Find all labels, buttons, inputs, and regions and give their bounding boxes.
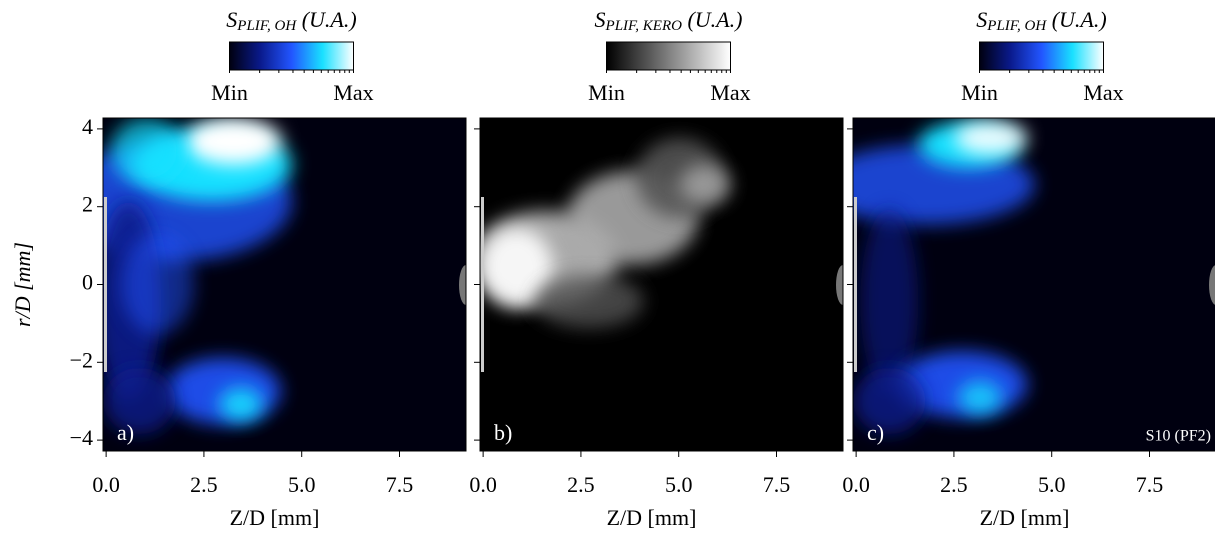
injector [481,197,484,372]
annotation: S10 (PF2) [1146,428,1211,445]
signal-region [219,387,263,422]
symbol: S [226,7,237,32]
colorbar-min: Min [961,80,998,105]
colorbar-title: SPLIF, OH (U.A.) [226,7,356,34]
colorbar-max: Max [710,80,750,105]
signal-region [164,357,281,425]
signal-region [110,118,183,185]
x-tick-label: 7.5 [386,472,414,497]
window-edge [836,265,843,305]
x-tick-label: 0.0 [842,472,870,497]
colorbar [606,41,731,71]
signal-region [853,367,926,435]
x-tick-label: 7.5 [763,472,791,497]
x-axis-label: Z/D [mm] [980,505,1070,530]
unit: (U.A.) [687,7,742,32]
window-edge [1209,265,1215,305]
symbol: S [595,7,606,32]
panel-label: c) [867,420,884,445]
subscript: PLIF, KERO [605,18,683,34]
injector [854,197,857,372]
signal-region [679,164,731,205]
unit: (U.A.) [1052,7,1107,32]
signal-region [121,234,194,335]
signal-region [958,381,1002,415]
unit: (U.A.) [302,7,357,32]
x-axis-label: Z/D [mm] [230,505,320,530]
panel-label: a) [117,420,134,445]
x-tick-label: 2.5 [190,472,218,497]
x-tick-label: 7.5 [1136,472,1164,497]
image [103,118,466,451]
colorbar-title: SPLIF, KERO (U.A.) [595,7,743,34]
panel-label: b) [494,420,512,445]
y-tick-label: 2 [82,192,93,217]
signal-region [860,207,919,395]
x-tick-label: 0.0 [92,472,120,497]
signal-region [534,274,644,328]
signal-region [103,367,176,435]
colorbar-max: Max [333,80,373,105]
colorbar-min: Min [588,80,625,105]
injector [104,197,107,372]
y-tick-label: 4 [82,114,93,139]
colorbar [979,41,1104,71]
x-tick-label: 5.0 [288,472,316,497]
signal-region [480,227,553,308]
panel: 0.0 2.5 5.0 7.5 Z/D [mm] c) S10 (PF2) Min Max SPL… [842,7,1215,530]
colorbar [229,41,354,71]
x-tick-label: 2.5 [567,472,595,497]
symbol: S [976,7,987,32]
colorbar-title: SPLIF, OH (U.A.) [976,7,1106,34]
signal-region [186,118,281,165]
panel: 0.0 2.5 5.0 7.5 Z/D [mm] −4 −2 0 2 4 r/D [mm] a) Min… [10,7,467,530]
subscript: PLIF, OH [986,18,1047,34]
x-tick-label: 2.5 [940,472,968,497]
panel: 0.0 2.5 5.0 7.5 Z/D [mm] b) Min Max SPLIF, KERO … [469,7,844,530]
x-tick-label: 5.0 [1038,472,1066,497]
colorbar-max: Max [1083,80,1123,105]
y-axis-label: r/D [mm] [10,242,35,327]
x-axis-label: Z/D [mm] [607,505,697,530]
image [853,118,1215,451]
y-tick-label: −2 [70,347,93,372]
y-tick-label: 0 [82,270,93,295]
subscript: PLIF, OH [236,18,297,34]
y-tick-label: −4 [70,425,93,450]
signal-region [954,121,1028,155]
image [480,118,843,451]
window-edge [459,265,466,305]
x-tick-label: 5.0 [665,472,693,497]
x-tick-label: 0.0 [469,472,497,497]
colorbar-min: Min [211,80,248,105]
